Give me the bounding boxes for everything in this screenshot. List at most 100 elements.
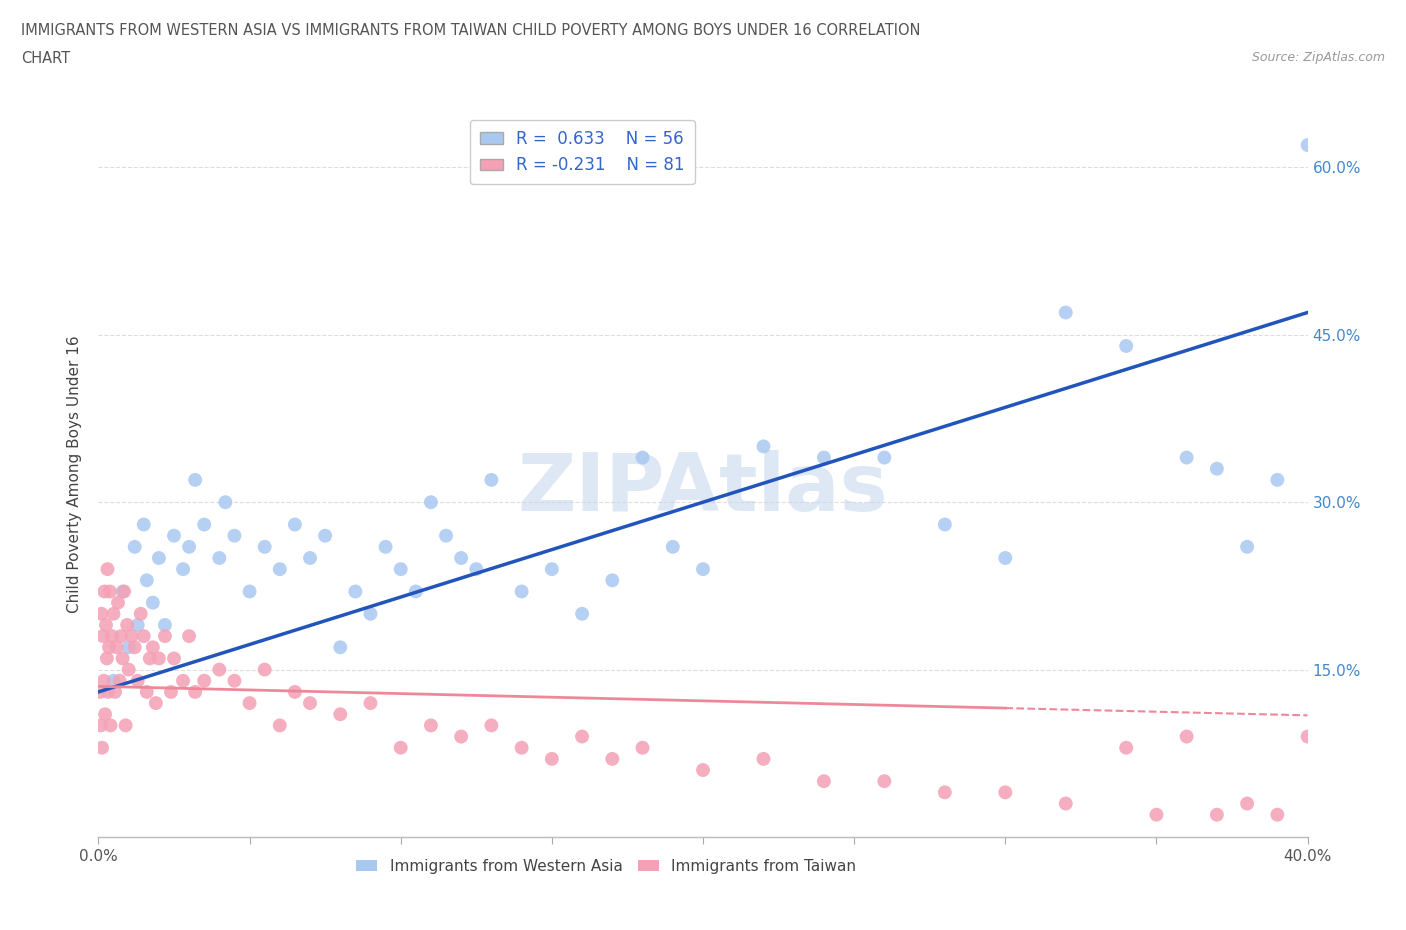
Point (284, 684, 307, 699)
Point (94, 618, 117, 632)
Point (284, 517, 307, 532)
Point (111, 651, 134, 666)
Point (374, 539, 396, 554)
Point (91, 740, 114, 755)
Point (405, 584, 427, 599)
Point (224, 673, 246, 688)
Point (90, 606, 112, 621)
Point (132, 517, 155, 532)
Point (1146, 807, 1168, 822)
Point (172, 673, 194, 688)
Point (148, 651, 170, 666)
Point (98, 584, 121, 599)
Point (1115, 339, 1137, 353)
Point (1296, 729, 1319, 744)
Point (602, 751, 624, 766)
Point (139, 651, 162, 666)
Point (179, 629, 201, 644)
Point (114, 718, 136, 733)
Text: Source: ZipAtlas.com: Source: ZipAtlas.com (1251, 51, 1385, 64)
Point (1388, 294, 1406, 309)
Point (103, 673, 125, 688)
Point (163, 651, 186, 666)
Legend: Immigrants from Western Asia, Immigrants from Taiwan: Immigrants from Western Asia, Immigrants… (350, 853, 862, 880)
Point (93, 584, 115, 599)
Point (813, 774, 835, 789)
Point (135, 573, 157, 588)
Point (1357, 796, 1379, 811)
Point (253, 539, 276, 554)
Point (389, 740, 412, 755)
Point (153, 629, 176, 644)
Point (253, 662, 276, 677)
Point (193, 517, 215, 532)
Point (1115, 740, 1137, 755)
Point (420, 718, 443, 733)
Point (934, 785, 956, 800)
Point (631, 450, 654, 465)
Point (112, 584, 135, 599)
Point (129, 606, 152, 621)
Point (299, 696, 322, 711)
Point (344, 584, 367, 599)
Point (145, 696, 167, 711)
Point (90, 718, 112, 733)
Point (329, 640, 352, 655)
Point (107, 595, 129, 610)
Point (91, 629, 114, 644)
Point (540, 562, 562, 577)
Point (208, 551, 231, 565)
Point (115, 618, 138, 632)
Point (1054, 305, 1077, 320)
Point (96, 651, 118, 666)
Point (692, 763, 714, 777)
Point (540, 751, 562, 766)
Y-axis label: Child Poverty Among Boys Under 16: Child Poverty Among Boys Under 16 (67, 336, 83, 613)
Point (101, 629, 124, 644)
Point (208, 662, 231, 677)
Point (142, 640, 165, 655)
Point (510, 740, 533, 755)
Point (314, 528, 336, 543)
Point (148, 551, 170, 565)
Point (1236, 539, 1258, 554)
Point (873, 774, 896, 789)
Point (105, 640, 128, 655)
Point (184, 472, 207, 487)
Point (224, 528, 246, 543)
Point (450, 729, 472, 744)
Point (269, 718, 291, 733)
Point (94, 707, 117, 722)
Point (160, 684, 183, 699)
Point (239, 696, 262, 711)
Point (873, 450, 896, 465)
Point (465, 562, 488, 577)
Point (420, 495, 443, 510)
Point (360, 606, 382, 621)
Point (98, 640, 121, 655)
Point (571, 606, 593, 621)
Point (631, 740, 654, 755)
Point (118, 662, 141, 677)
Point (1267, 472, 1289, 487)
Point (1175, 729, 1198, 744)
Point (1236, 796, 1258, 811)
Point (93, 673, 115, 688)
Point (269, 562, 291, 577)
Point (602, 573, 624, 588)
Point (571, 729, 593, 744)
Point (329, 707, 352, 722)
Point (752, 439, 775, 454)
Text: CHART: CHART (21, 51, 70, 66)
Point (104, 684, 127, 699)
Point (153, 618, 176, 632)
Point (239, 584, 262, 599)
Point (97, 684, 120, 699)
Point (121, 629, 143, 644)
Point (1296, 138, 1319, 153)
Point (994, 785, 1017, 800)
Point (100, 718, 122, 733)
Point (172, 562, 194, 577)
Point (450, 551, 472, 565)
Point (135, 684, 157, 699)
